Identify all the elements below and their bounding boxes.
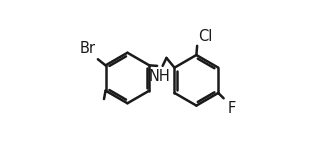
Text: NH: NH — [149, 69, 171, 84]
Text: Br: Br — [80, 41, 96, 56]
Text: F: F — [227, 101, 235, 116]
Text: Cl: Cl — [198, 29, 212, 44]
